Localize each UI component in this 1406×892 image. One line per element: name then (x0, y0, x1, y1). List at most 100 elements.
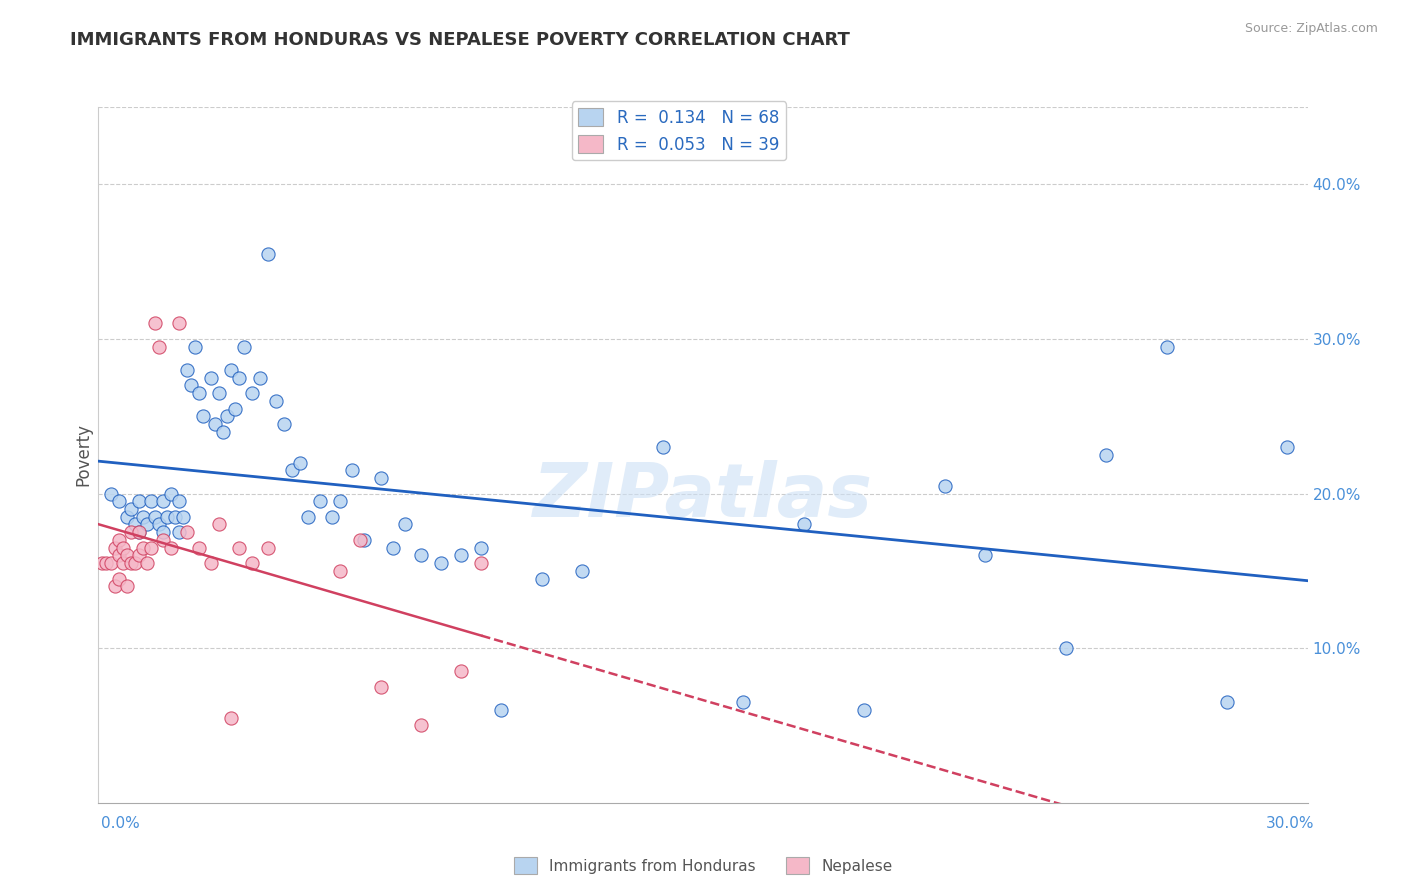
Point (176, 363, 198, 377)
Point (111, 556, 134, 570)
Point (256, 541, 278, 555)
Point (135, 556, 157, 570)
Point (793, 517, 815, 532)
Text: ZIPatlas: ZIPatlas (533, 460, 873, 533)
Point (208, 386, 231, 401)
Point (143, 317, 166, 331)
Point (240, 386, 263, 401)
Point (409, 718, 432, 732)
Point (208, 517, 231, 532)
Point (152, 525, 174, 540)
Point (148, 517, 170, 532)
Point (115, 509, 138, 524)
Point (120, 556, 142, 570)
Point (204, 417, 226, 431)
Point (470, 541, 492, 555)
Point (120, 502, 142, 516)
Text: 0.0%: 0.0% (101, 816, 141, 830)
Point (103, 579, 125, 593)
Point (143, 509, 166, 524)
Point (571, 564, 593, 578)
Point (184, 340, 207, 354)
Point (256, 247, 278, 261)
Point (394, 517, 416, 532)
Point (128, 549, 150, 563)
Point (115, 549, 138, 563)
Point (100, 486, 122, 500)
Text: 30.0%: 30.0% (1267, 816, 1315, 830)
Point (221, 363, 243, 377)
Point (100, 556, 122, 570)
Point (139, 494, 162, 508)
Point (1277, 440, 1299, 454)
Point (132, 541, 155, 555)
Point (853, 703, 876, 717)
Point (381, 541, 404, 555)
Point (530, 572, 553, 586)
Legend: R =  0.134   N = 68, R =  0.053   N = 39: R = 0.134 N = 68, R = 0.053 N = 39 (572, 102, 786, 161)
Point (128, 525, 150, 540)
Point (91, 556, 114, 570)
Legend: Immigrants from Honduras, Nepalese: Immigrants from Honduras, Nepalese (508, 851, 898, 880)
Point (309, 494, 332, 508)
Point (297, 509, 319, 524)
Point (342, 463, 364, 477)
Point (651, 440, 673, 454)
Text: Source: ZipAtlas.com: Source: ZipAtlas.com (1244, 22, 1378, 36)
Point (167, 494, 190, 508)
Point (273, 417, 295, 431)
Point (232, 340, 254, 354)
Point (329, 564, 352, 578)
Point (212, 425, 235, 439)
Point (107, 549, 129, 563)
Point (132, 509, 155, 524)
Point (160, 486, 183, 500)
Point (152, 533, 174, 547)
Point (221, 711, 243, 725)
Point (128, 525, 150, 540)
Point (120, 525, 142, 540)
Point (1216, 695, 1239, 709)
Point (188, 541, 211, 555)
Point (288, 456, 311, 470)
Point (974, 549, 997, 563)
Point (124, 556, 146, 570)
Point (172, 509, 194, 524)
Point (180, 378, 202, 392)
Point (167, 525, 190, 540)
Point (167, 317, 190, 331)
Point (733, 695, 755, 709)
Point (430, 556, 453, 570)
Point (370, 471, 392, 485)
Point (111, 541, 134, 555)
Point (107, 533, 129, 547)
Point (934, 479, 956, 493)
Point (349, 533, 371, 547)
Point (156, 509, 179, 524)
Point (1095, 448, 1118, 462)
Point (152, 494, 174, 508)
Text: IMMIGRANTS FROM HONDURAS VS NEPALESE POVERTY CORRELATION CHART: IMMIGRANTS FROM HONDURAS VS NEPALESE POV… (70, 31, 851, 49)
Point (103, 541, 125, 555)
Point (353, 533, 375, 547)
Point (450, 665, 472, 679)
Point (139, 541, 162, 555)
Point (329, 494, 352, 508)
Point (96, 556, 118, 570)
Point (163, 509, 186, 524)
Point (228, 370, 250, 384)
Point (115, 579, 138, 593)
Point (160, 541, 183, 555)
Point (281, 463, 304, 477)
Point (200, 370, 222, 384)
Point (264, 393, 287, 408)
Point (193, 409, 215, 424)
Point (409, 549, 432, 563)
Point (370, 680, 392, 694)
Point (450, 549, 472, 563)
Y-axis label: Poverty: Poverty (75, 424, 93, 486)
Point (176, 525, 198, 540)
Point (107, 572, 129, 586)
Point (107, 494, 129, 508)
Point (135, 517, 157, 532)
